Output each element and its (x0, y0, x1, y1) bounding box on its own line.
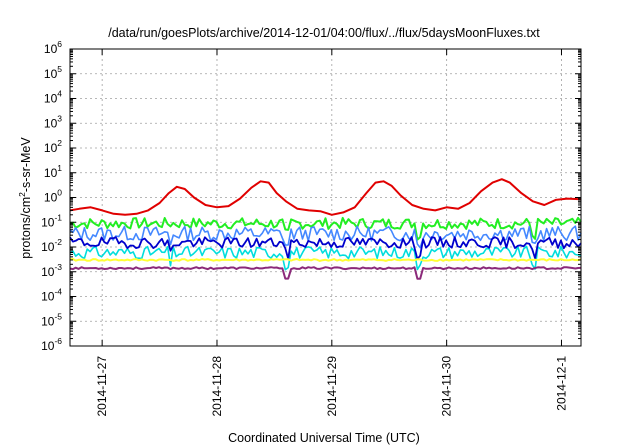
y-tick-label: 10-6 (41, 336, 62, 353)
y-tick-label: 102 (44, 138, 62, 155)
y-tick-label: 10-1 (41, 212, 62, 229)
y-axis-label-prefix: protons/cm (19, 197, 33, 259)
y-tick-label: 10-3 (41, 262, 62, 279)
y-axis-label-sup: 2 (17, 192, 27, 197)
series-layer (69, 178, 582, 280)
chart-title: /data/run/goesPlots/archive/2014-12-01/0… (108, 26, 540, 40)
y-tick-label: 101 (44, 163, 62, 180)
x-axis: 2014-11-27 2014-11-28 2014-11-29 2014-11-30… (95, 49, 568, 417)
x-tick-label: 2014-12-1 (554, 356, 568, 411)
x-axis-label: Coordinated Universal Time (UTC) (228, 431, 420, 445)
y-tick-label: 100 (44, 188, 62, 205)
x-tick-label: 2014-11-27 (95, 356, 109, 417)
y-axis-label-suffix: -s-sr-MeV (19, 137, 33, 193)
grid-lines (70, 49, 581, 346)
y-tick-label: 106 (44, 39, 62, 56)
y-tick-label: 103 (44, 113, 62, 130)
y-axis-label: protons/cm2-s-sr-MeV (17, 137, 33, 259)
y-tick-label: 10-4 (41, 287, 62, 304)
series-line-7 (69, 266, 582, 280)
series-line-6 (69, 258, 582, 262)
x-tick-label: 2014-11-28 (210, 356, 224, 417)
series-line-2 (69, 216, 582, 241)
y-tick-label: 10-5 (41, 311, 62, 328)
series-line-1 (69, 178, 582, 216)
y-tick-label: 105 (44, 64, 62, 81)
series-line-3 (69, 225, 582, 249)
y-tick-label: 10-2 (41, 237, 62, 254)
x-tick-label: 2014-11-29 (325, 356, 339, 417)
x-tick-label: 2014-11-30 (440, 356, 454, 417)
y-axis: 106 105 104 103 102 101 100 10-1 10-2 10-3 10-4 10-… (41, 39, 581, 353)
series-line-5 (69, 236, 582, 260)
series-line-4 (69, 245, 582, 271)
y-tick-label: 104 (44, 89, 62, 106)
